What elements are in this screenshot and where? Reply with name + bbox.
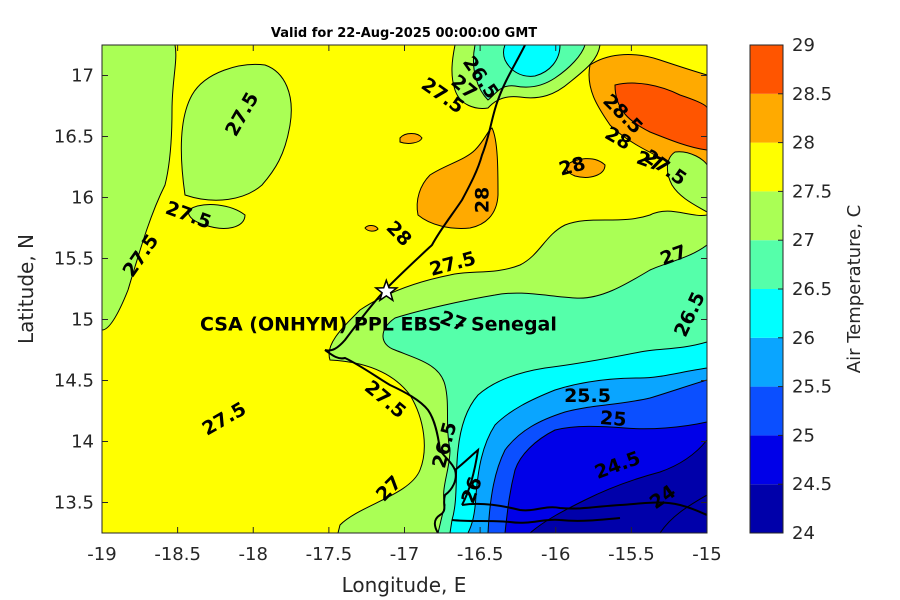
x-tick-label: -19 <box>87 544 116 565</box>
y-tick-label: 16 <box>71 188 94 209</box>
colorbar-segment <box>750 337 783 387</box>
colorbar-tick-label: 26.5 <box>792 279 832 300</box>
colorbar-tick-label: 29 <box>792 35 815 56</box>
colorbar-segment <box>750 93 783 143</box>
contour-fill-plot <box>102 45 707 533</box>
x-axis-ticks: -19 -18.5 -18 -17.5 -17 -16.5 -16 -15.5 -15 <box>87 45 722 565</box>
border-river <box>454 447 480 506</box>
colorbar-segment <box>750 191 783 241</box>
contour-label: 25.5 <box>564 385 611 407</box>
region-west-blob-27-27.5 <box>187 204 246 229</box>
region-ne-28.5-29 <box>614 82 707 151</box>
x-tick-label: -18.5 <box>154 544 201 565</box>
y-tick-label: 15 <box>71 310 94 331</box>
x-tick-label: -18 <box>239 544 268 565</box>
contour-label: 28 <box>472 187 494 213</box>
x-tick-label: -16 <box>541 544 570 565</box>
colorbar-tick-label: 25 <box>792 425 815 446</box>
colorbar-segment <box>750 240 783 289</box>
y-axis-ticks: 13.5 14 14.5 15 15.5 16 16.5 17 <box>54 66 707 514</box>
colorbar-segment <box>750 289 783 338</box>
region-central-28-28.5 <box>416 127 499 229</box>
colorbar-label: Air Temperature, C <box>844 205 865 373</box>
x-tick-label: -17.5 <box>306 544 353 565</box>
colorbar-segment <box>750 386 783 436</box>
site-star-icon <box>373 278 399 303</box>
y-tick-label: 16.5 <box>54 127 94 148</box>
colorbar-tick-label: 27.5 <box>792 181 832 202</box>
colorbar-tick-label: 24 <box>792 523 815 544</box>
contour-label: 25 <box>599 407 627 431</box>
region-west-27-27.5 <box>102 45 177 331</box>
border-gambia <box>461 501 707 516</box>
x-axis-label: Longitude, E <box>342 573 467 597</box>
site-label: CSA (ONHYM) PPL EBS – Senegal <box>200 313 557 335</box>
x-tick-label: -15.5 <box>608 544 655 565</box>
y-tick-label: 15.5 <box>54 249 94 270</box>
colorbar-segment <box>750 45 783 94</box>
region-north-26-26.5 <box>503 45 561 77</box>
map-title: Valid for 22-Aug-2025 00:00:00 GMT <box>271 26 537 41</box>
region-ne-27-27.5 <box>667 151 707 213</box>
region-24-24.5 <box>529 439 707 533</box>
region-ne-blob-28 <box>565 158 606 178</box>
colorbar-tick-label: 27 <box>792 230 815 251</box>
colorbar-segment <box>750 484 783 533</box>
region-west-inner-27-27.5 <box>180 63 292 201</box>
border-gambia-south <box>451 517 621 524</box>
colorbar-tick-label: 26 <box>792 328 815 349</box>
y-tick-label: 17 <box>71 66 94 87</box>
region-24-corner <box>659 494 707 533</box>
colorbar-segment <box>750 435 783 485</box>
colorbar-tick-label: 25.5 <box>792 377 832 398</box>
coastline <box>324 45 526 451</box>
region-small-28a <box>399 133 423 144</box>
coastline-south <box>433 449 457 533</box>
colorbar-tick-label: 28 <box>792 133 815 154</box>
colorbar: 24 24.5 25 25.5 26 26.5 27 27.5 28 28.5 29 <box>749 35 832 544</box>
colorbar-segment <box>750 142 783 192</box>
colorbar-tick-label: 28.5 <box>792 84 832 105</box>
site-marker: CSA (ONHYM) PPL EBS – Senegal <box>200 278 557 335</box>
x-tick-label: -16.5 <box>457 544 504 565</box>
y-tick-label: 13.5 <box>54 493 94 514</box>
colorbar-tick-label: 24.5 <box>792 474 832 495</box>
x-tick-label: -15 <box>692 544 721 565</box>
region-small-28b <box>364 225 379 232</box>
y-axis-label: Latitude, N <box>14 234 38 344</box>
y-tick-label: 14.5 <box>54 371 94 392</box>
y-tick-label: 14 <box>71 432 94 453</box>
coastline-and-borders <box>324 45 707 533</box>
x-tick-label: -17 <box>390 544 419 565</box>
